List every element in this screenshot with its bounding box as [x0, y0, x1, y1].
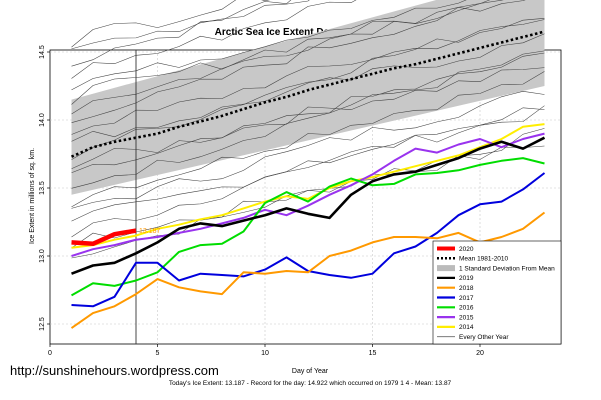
y-tick-label: 13.5 — [39, 181, 46, 195]
current-value-label: 13.187 — [139, 228, 161, 235]
series-2015-line — [71, 132, 545, 257]
x-axis-label: Day of Year — [292, 368, 329, 375]
other-year-line — [71, 0, 310, 50]
legend-label: 2018 — [459, 285, 474, 292]
legend-label: 2019 — [459, 275, 474, 282]
legend-label: Every Other Year — [459, 334, 509, 341]
legend-label: 1 Standard Deviation From Mean — [459, 265, 555, 272]
other-year-line — [71, 145, 545, 249]
x-tick-label: 15 — [369, 350, 377, 357]
other-year-line — [71, 105, 545, 222]
other-year-line — [71, 91, 545, 209]
other-year-line — [71, 0, 292, 67]
y-tick-label: 14.5 — [39, 45, 46, 59]
other-year-line — [71, 19, 545, 135]
legend-label: 2017 — [459, 295, 474, 302]
legend-label: Mean 1981-2010 — [459, 256, 509, 263]
series-2014-line — [71, 123, 545, 249]
legend-swatch — [437, 265, 455, 272]
y-axis-label: Ice Extent in millions of sq. km. — [29, 148, 36, 244]
legend-label: 2015 — [459, 314, 474, 321]
x-tick-label: 10 — [261, 350, 269, 357]
series-2016-line — [71, 157, 545, 297]
other-year-line — [71, 50, 545, 189]
series-2020-line — [71, 228, 137, 247]
series-2019-line — [71, 136, 546, 275]
legend-label: 2014 — [459, 324, 474, 331]
other-year-line — [71, 33, 545, 142]
watermark-url: http://sunshinehours.wordpress.com — [10, 363, 219, 378]
y-tick-label: 14.0 — [39, 113, 46, 127]
other-year-line — [71, 107, 545, 238]
y-tick-label: 12.5 — [39, 317, 46, 331]
x-tick-label: 0 — [48, 350, 52, 357]
x-tick-label: 5 — [156, 350, 160, 357]
plot-area: 13.1870510152012.513.013.514.014.515.015… — [39, 0, 562, 357]
x-tick-label: 20 — [476, 350, 484, 357]
series-2017-line — [71, 172, 546, 308]
other-year-line — [71, 0, 467, 91]
mean-line — [70, 30, 545, 158]
other-year-line — [71, 0, 491, 115]
chart-title: Arctic Sea Ice Extent Day 4 1978 to 2020 — [215, 27, 406, 38]
other-year-line — [71, 0, 504, 123]
other-year-line — [71, 71, 545, 208]
other-year-line — [71, 18, 545, 160]
footer-summary: Today's Ice Extent: 13.187 - Record for … — [169, 380, 452, 387]
other-year-line — [71, 52, 545, 174]
other-year-line — [71, 0, 271, 48]
legend-label: 2020 — [459, 246, 474, 253]
y-tick-label: 13.0 — [39, 249, 46, 263]
other-year-line — [71, 0, 357, 79]
other-year-line — [71, 67, 545, 169]
series-2018-line — [70, 211, 546, 329]
legend-label: 2016 — [459, 305, 474, 312]
other-year-line — [71, 0, 526, 105]
